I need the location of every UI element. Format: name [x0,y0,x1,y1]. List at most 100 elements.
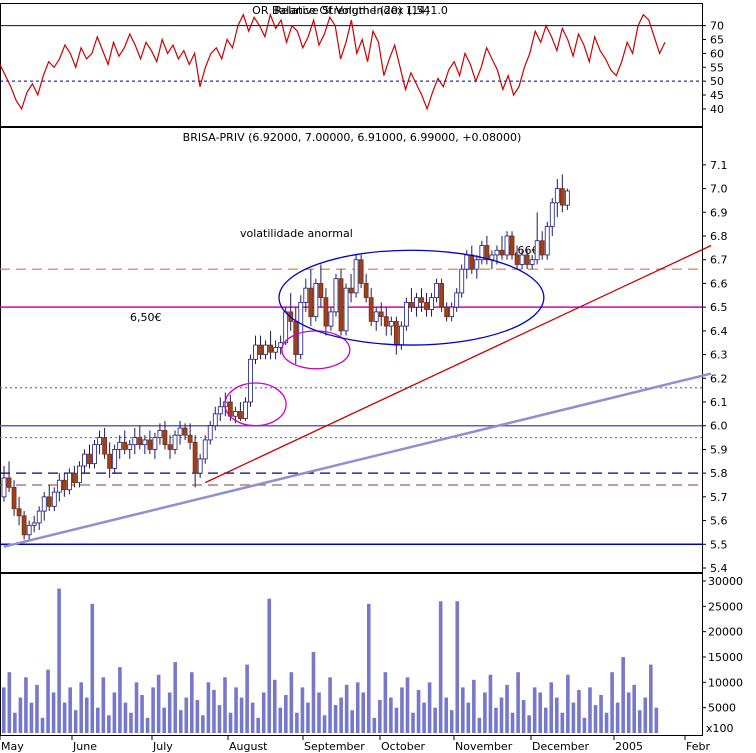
candle [544,221,550,260]
volume-bar [250,702,255,733]
candle [529,254,535,270]
candle [363,273,369,303]
volume-bar [643,697,648,733]
candle [127,439,133,459]
candle [197,454,203,478]
candle-body [207,425,213,441]
candle [56,473,62,502]
candle-body [298,301,304,355]
candle [258,335,263,360]
candle-body [253,344,258,360]
volume-bar [90,603,95,733]
volume-bar [571,702,576,733]
volume-bar [422,702,426,733]
candle-body [424,301,429,310]
price-tick-label: 6.2 [710,372,728,385]
volume-unit-label: x100 [706,722,734,735]
volume-bar [284,695,288,733]
volume-bar [167,692,172,733]
volume-bar [560,712,565,733]
candle-body [172,434,178,450]
candle-body [439,283,445,308]
volume-bar [272,679,277,733]
candle [338,269,344,336]
price-tick-label: 5.6 [710,515,728,528]
candle [137,425,143,450]
candle-body [273,347,279,353]
candle-body [499,249,505,256]
candle [11,480,17,516]
candle [273,340,279,360]
candle-body [157,430,163,438]
candle [303,278,309,312]
volume-bar [577,689,581,733]
candle [122,430,128,455]
candle-body [414,297,419,308]
volume-tick-label: 30000 [708,575,743,588]
candle-body [398,325,404,346]
candle [263,340,268,360]
candle [41,492,47,521]
x-tick-label: May [1,740,24,753]
panel-frame-2 [0,127,703,573]
volume-bar [195,700,200,733]
candle [333,273,339,317]
candle-body [268,344,273,353]
candle-body [303,287,309,303]
x-tick-label: November [455,740,513,753]
candle [454,288,460,312]
price-tick-label: 6.1 [710,396,728,409]
candle-body [338,278,344,332]
volume-bar [361,692,366,733]
candle [424,292,429,317]
highlight-ellipse [278,249,545,346]
candle [559,174,565,213]
volume-bar [538,692,543,733]
candle [147,430,153,455]
candle [298,295,304,360]
volume-bar [190,672,194,733]
volume-bar [427,682,432,733]
volume-bar [68,687,72,733]
candle-body [494,249,500,256]
candle-body [122,441,128,450]
price-tick-label: 5.7 [710,491,728,504]
candle [31,515,37,533]
volume-bar [649,664,653,733]
candle [66,468,72,495]
volume-bar [62,702,67,733]
price-title: BRISA-PRIV (6.92000, 7.00000, 6.91000, 6… [183,131,522,144]
candle [378,302,384,327]
price-tick-label: 6.9 [710,206,728,219]
volume-bar [112,692,117,733]
candle [419,288,424,312]
hline-label: 6,66€ [507,244,539,257]
rsi-series-line [0,12,666,111]
price-tick-label: 5.9 [710,443,728,456]
rsi-tick-label: 70 [710,20,724,33]
volume-bar [57,588,61,733]
candle-body [112,449,118,469]
candle [87,444,92,469]
x-tick-label: Febr [686,740,710,753]
volume-bar [289,672,294,733]
price-tick-label: 6.6 [710,277,728,290]
candle-body [534,240,540,261]
candle [444,302,450,322]
x-tick-label: 2005 [615,740,643,753]
volume-bar [201,715,205,733]
candle [499,236,505,260]
volume-bar [582,717,587,733]
candle-body [92,444,97,465]
volume-tick-label: 10000 [708,676,743,689]
candle [343,283,349,336]
price-tick-label: 6.3 [710,349,728,362]
volume-bar [339,697,343,733]
volume-bar [24,677,28,733]
volume-bar [79,682,84,733]
candle-body [102,437,107,455]
volume-bar [13,712,17,733]
candle-body [56,479,62,493]
candle-body [192,441,198,474]
candle-body [519,254,525,265]
